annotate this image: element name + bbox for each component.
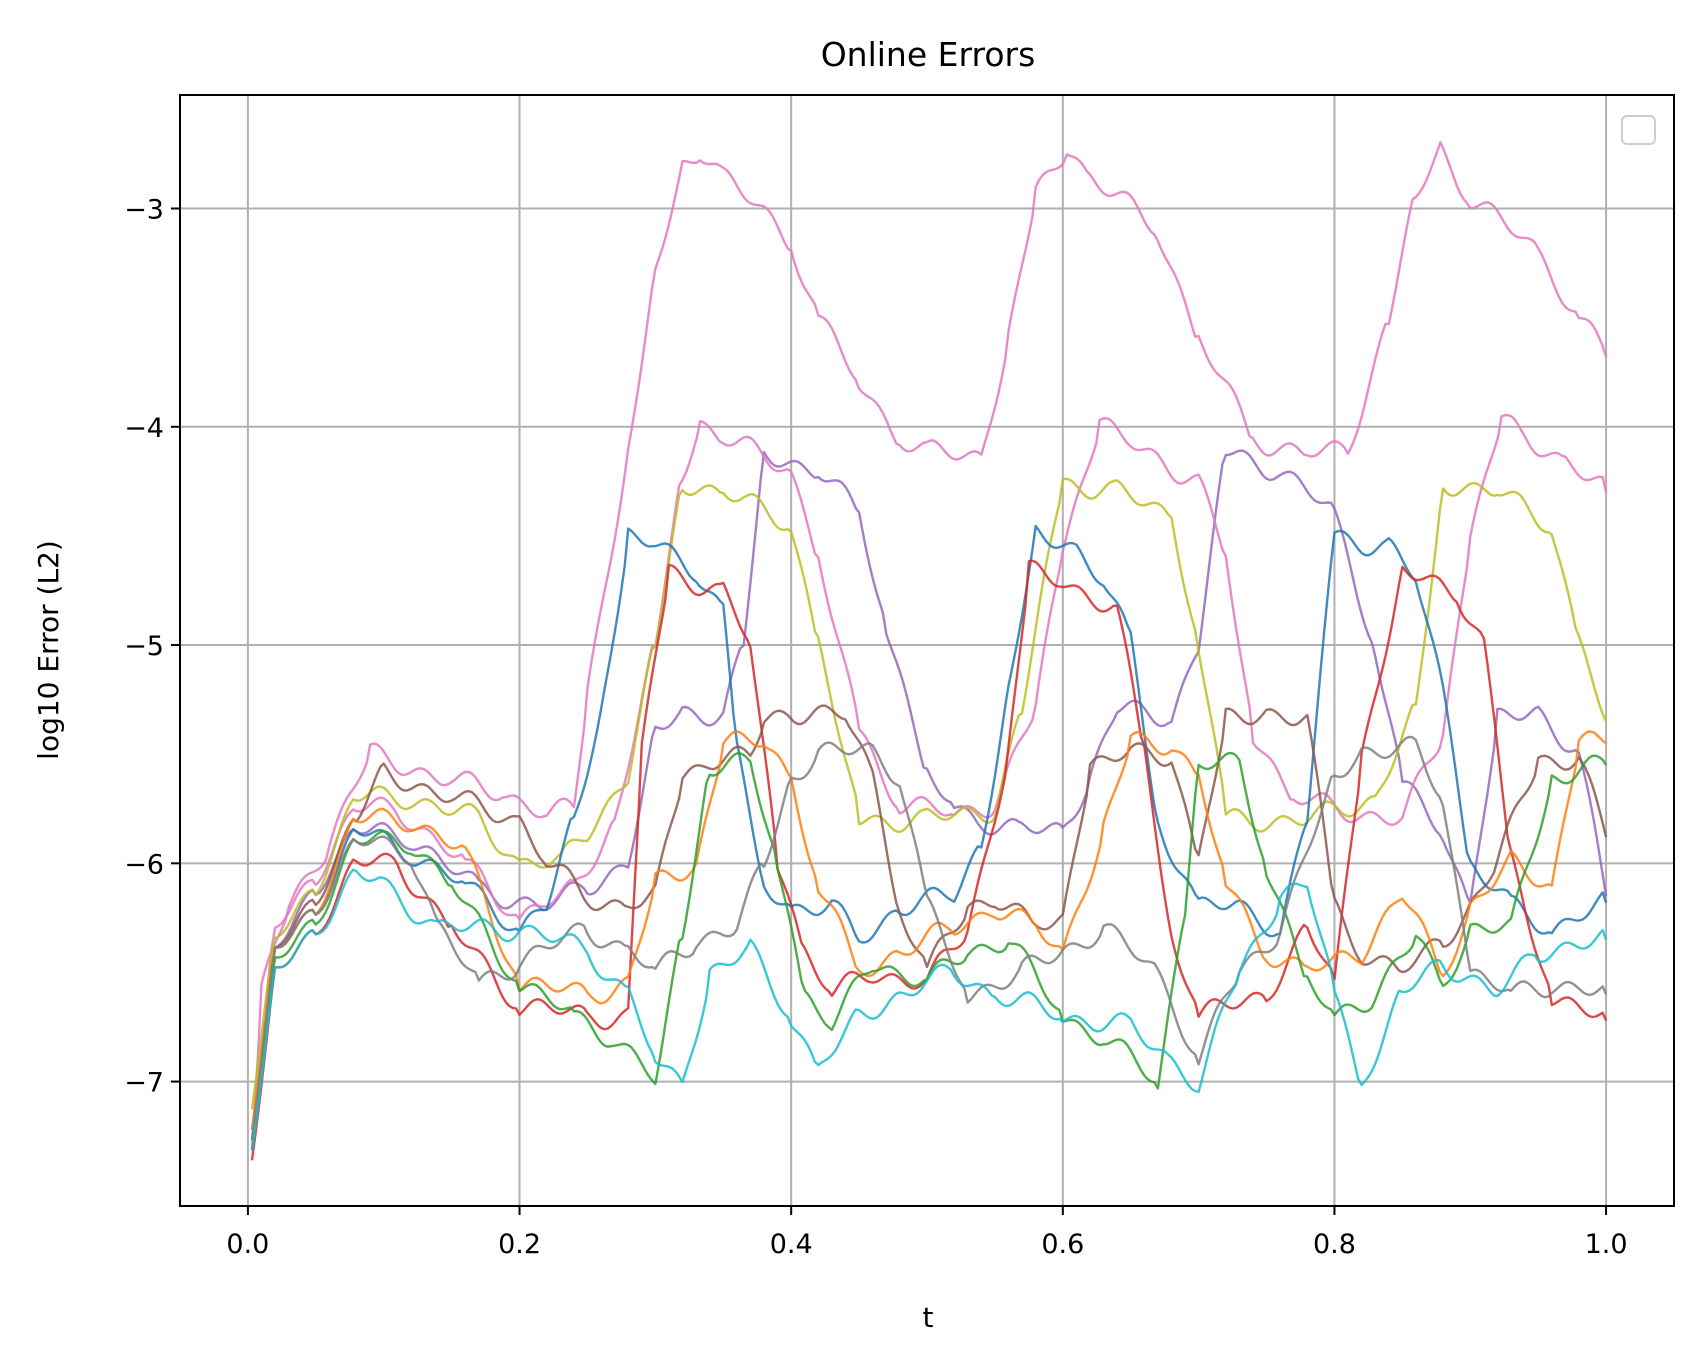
chart-title: Online Errors — [821, 35, 1036, 74]
y-tick-label: −4 — [124, 413, 164, 444]
x-tick-label: 0.6 — [1041, 1229, 1084, 1260]
x-tick-label: 0.2 — [498, 1229, 541, 1260]
x-tick-label: 1.0 — [1585, 1229, 1628, 1260]
y-tick-label: −7 — [124, 1068, 164, 1099]
series-line — [250, 524, 1608, 1151]
x-tick-label: 0.4 — [770, 1229, 813, 1260]
y-tick-label: −6 — [124, 849, 164, 880]
y-tick-label: −5 — [124, 631, 164, 662]
x-axis-label: t — [923, 1301, 934, 1334]
series-line — [250, 413, 1608, 1131]
series-line — [250, 477, 1608, 1110]
y-axis-label: log10 Error (L2) — [32, 540, 65, 760]
series-line — [250, 730, 1607, 1131]
series-line — [250, 704, 1608, 1141]
series-line — [250, 141, 1608, 1151]
series-line — [250, 735, 1608, 1141]
series-lines — [250, 141, 1608, 1161]
x-tick-label: 0.0 — [226, 1229, 269, 1260]
x-tick-label: 0.8 — [1313, 1229, 1356, 1260]
plot-frame — [179, 94, 1675, 1207]
series-line — [250, 868, 1608, 1151]
x-axis-ticks: 0.0 0.2 0.4 0.6 0.8 1.0 — [226, 1206, 1628, 1260]
y-tick-label: −3 — [124, 195, 164, 226]
y-axis-ticks: −7 −6 −5 −4 −3 — [124, 195, 180, 1099]
grid — [180, 95, 1674, 1206]
legend-box — [1621, 115, 1656, 145]
